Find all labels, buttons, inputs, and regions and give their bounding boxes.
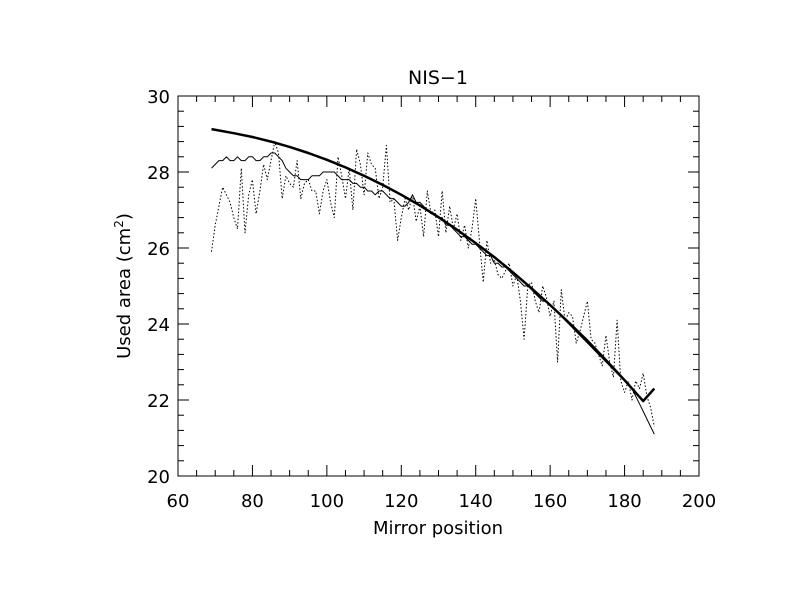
y-tick-label: 30 (147, 87, 170, 108)
axis-ticks: 60 80 100 120 140 160 180 200 20 22 24 26 28 30 (147, 87, 716, 512)
x-tick-label: 160 (533, 491, 567, 512)
y-tick-label: 26 (147, 239, 170, 260)
plot-area (211, 127, 656, 435)
x-tick-label: 140 (459, 491, 493, 512)
x-tick-label: 80 (241, 491, 264, 512)
x-tick-label: 120 (384, 491, 418, 512)
y-tick-label: 20 (147, 467, 170, 488)
y-axis-label-suffix: ) (114, 213, 135, 220)
series-line-thick (211, 127, 656, 403)
x-axis-label: Mirror position (373, 518, 503, 539)
series-line-dotted (211, 141, 655, 427)
x-tick-label: 100 (310, 491, 344, 512)
y-axis-label-text: Used area (cm (114, 228, 135, 359)
y-tick-label: 22 (147, 391, 170, 412)
x-tick-label: 180 (607, 491, 641, 512)
y-axis-label-superscript: 2 (112, 220, 126, 228)
chart-title: NIS−1 (408, 67, 468, 89)
y-axis-label: Used area (cm2) (112, 213, 135, 359)
x-tick-label: 60 (167, 491, 190, 512)
x-tick-label: 200 (682, 491, 716, 512)
y-tick-label: 24 (147, 315, 170, 336)
y-tick-label: 28 (147, 163, 170, 184)
